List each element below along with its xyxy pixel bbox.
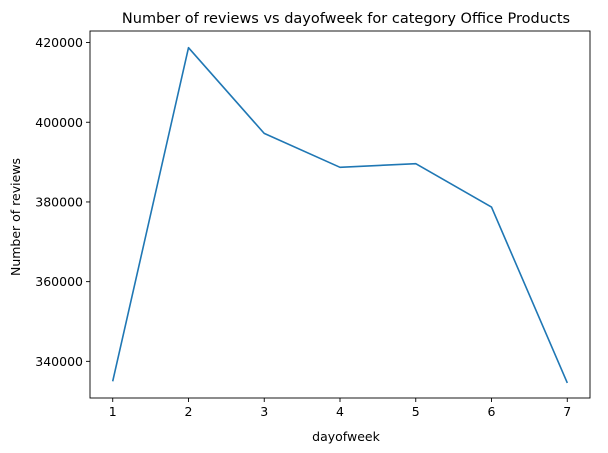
x-tick-label: 4 [336, 404, 344, 419]
series-line [111, 46, 569, 384]
x-axis-label: dayofweek [312, 429, 380, 444]
x-tick-label: 2 [185, 404, 193, 419]
y-tick-label: 400000 [35, 115, 83, 130]
x-axis: 1 2 3 4 5 6 7 [109, 398, 571, 419]
x-tick-label: 6 [488, 404, 496, 419]
x-tick-label: 7 [563, 404, 571, 419]
plot-area: 1 2 3 4 5 6 7 340000 360000 380000 400000 420000 [35, 30, 591, 419]
data-points [113, 48, 568, 383]
axes-frame [89, 30, 591, 399]
y-axis-label: Number of reviews [8, 158, 23, 276]
x-tick-label: 3 [260, 404, 268, 419]
y-axis: 340000 360000 380000 400000 420000 [35, 35, 90, 369]
y-tick-label: 420000 [35, 35, 83, 50]
chart-title: Number of reviews vs dayofweek for categ… [122, 11, 570, 27]
x-tick-label: 5 [412, 404, 420, 419]
x-tick-label: 1 [109, 404, 117, 419]
y-tick-label: 340000 [35, 354, 83, 369]
y-tick-label: 380000 [35, 194, 83, 209]
y-tick-label: 360000 [35, 274, 83, 289]
